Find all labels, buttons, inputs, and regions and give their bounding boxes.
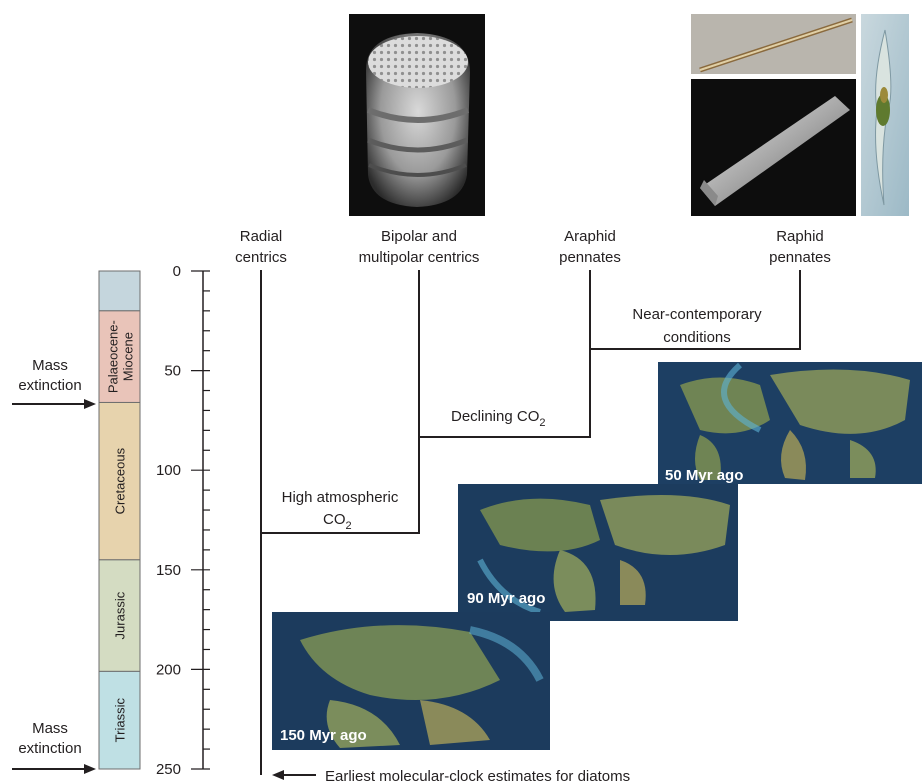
declining-co2-label: Declining CO2: [451, 408, 546, 429]
time-axis-tick-label-250: 250: [156, 761, 181, 778]
period-label-triassic: Triassic: [113, 698, 128, 743]
mass-extinction-2-arrowhead: [84, 764, 96, 774]
centric-diatom-micrograph: [349, 14, 485, 216]
geologic-period-column: Palaeocene-Miocene Cretaceous Jurassic Tria…: [98, 270, 141, 770]
clade-label-raphid-line2: pennates: [769, 249, 831, 266]
period-label-jurassic: Jurassic: [113, 591, 128, 639]
near-contemporary-label-line2: conditions: [663, 329, 731, 346]
time-axis-tick-label-50: 50: [164, 363, 181, 380]
near-contemporary-label-line1: Near-contemporary: [632, 306, 762, 323]
mass-extinction-1-line1: Mass: [32, 357, 68, 374]
araphid-diatom-micrograph-sem: [691, 79, 856, 216]
mass-extinction-2-line2: extinction: [18, 740, 81, 757]
clade-label-raphid-line1: Raphid: [776, 228, 824, 245]
period-band-cretaceous: [98, 401, 141, 561]
time-axis-tick-label-100: 100: [156, 462, 181, 479]
palaeomap-50-myr: 50 Myr ago: [658, 362, 922, 484]
high-co2-label-line1: High atmospheric: [282, 489, 399, 506]
period-label-palaeocene: Palaeocene-Miocene: [106, 320, 136, 393]
palaeomap-90-myr: 90 Myr ago: [458, 484, 738, 621]
high-co2-label-line2: CO2: [323, 511, 352, 532]
palaeomap-150-myr-label: 150 Myr ago: [280, 727, 367, 744]
mass-extinction-1: Mass extinction: [12, 357, 96, 409]
time-axis: 0 50 100 150 200 250: [156, 263, 210, 778]
palaeomap-150-myr: 150 Myr ago: [272, 612, 550, 750]
mass-extinction-1-arrowhead: [84, 399, 96, 409]
clade-label-araphid-line2: pennates: [559, 249, 621, 266]
palaeomap-90-myr-label: 90 Myr ago: [467, 590, 545, 607]
clade-label-bipolar-line1: Bipolar and: [381, 228, 457, 245]
clade-label-radial-line1: Radial: [240, 228, 283, 245]
time-axis-tick-label-200: 200: [156, 661, 181, 678]
araphid-diatom-micrograph-top: [691, 14, 856, 74]
clade-label-radial-line2: centrics: [235, 249, 287, 266]
clade-label-araphid-line1: Araphid: [564, 228, 616, 245]
footnote-text: Earliest molecular-clock estimates for d…: [325, 768, 630, 783]
mass-extinction-1-line2: extinction: [18, 377, 81, 394]
time-axis-tick-label-150: 150: [156, 562, 181, 579]
mass-extinction-2-line1: Mass: [32, 720, 68, 737]
time-axis-tick-label-0: 0: [173, 263, 181, 280]
footnote-arrowhead: [272, 770, 284, 780]
raphid-diatom-micrograph: [861, 14, 909, 216]
clade-label-bipolar-line2: multipolar centrics: [359, 249, 480, 266]
period-band-palaeocene: [98, 310, 141, 403]
palaeomap-50-myr-label: 50 Myr ago: [665, 467, 743, 484]
period-band-top: [98, 270, 141, 312]
phylogeny-tree: [260, 270, 801, 775]
period-band-jurassic: [98, 559, 141, 672]
mass-extinction-2: Mass extinction: [12, 720, 96, 774]
period-label-cretaceous: Cretaceous: [113, 447, 128, 514]
period-band-triassic: [98, 670, 141, 770]
